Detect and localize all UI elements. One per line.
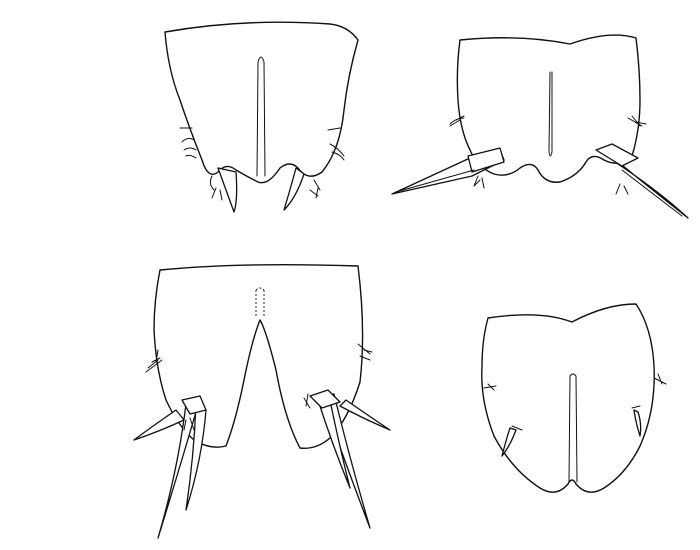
panel-a-right-tuft bbox=[309, 179, 321, 199]
panel-b-right-socket bbox=[595, 143, 639, 167]
panel-d-right-spine bbox=[633, 409, 642, 437]
panel-a-median-groove bbox=[256, 56, 266, 177]
panel-c-outline bbox=[153, 263, 364, 449]
panel-a-outline bbox=[164, 21, 359, 184]
panel-c-left-sensillum bbox=[145, 349, 163, 373]
panel-b-right-tuft bbox=[615, 183, 629, 195]
panel-c-right-spine-3 bbox=[339, 399, 391, 431]
panel-b-right-spine-line bbox=[621, 169, 683, 217]
panel-d-median-groove bbox=[568, 373, 578, 483]
panel-a-left-spine bbox=[217, 167, 238, 213]
panel-c-left-spine-3 bbox=[133, 409, 185, 441]
panel-a-left-tuft bbox=[209, 175, 223, 201]
panel-c-right-sensillum bbox=[357, 343, 373, 361]
panel-c-drawing bbox=[133, 263, 391, 539]
panel-b-median-groove bbox=[548, 71, 553, 157]
panel-d-left-seta bbox=[483, 383, 497, 391]
panel-b-drawing bbox=[391, 34, 689, 219]
panel-c-left-spine-1 bbox=[157, 403, 197, 539]
panel-d-right-seta bbox=[653, 373, 667, 385]
panel-c-right-spine-2 bbox=[317, 399, 351, 489]
panel-b-left-socket bbox=[467, 147, 505, 173]
panel-a-drawing bbox=[164, 21, 359, 213]
panel-c-median-dashed bbox=[255, 287, 265, 318]
panel-c-right-socket bbox=[309, 389, 341, 409]
panel-c-left-spine-2 bbox=[185, 403, 207, 511]
panel-d-drawing bbox=[481, 303, 667, 493]
panel-b-left-spine-line bbox=[395, 169, 475, 193]
panel-d-spine-bases bbox=[511, 405, 641, 431]
panel-b-right-spine bbox=[605, 151, 689, 219]
panel-c-left-tuft bbox=[183, 417, 195, 431]
panel-b-left-tuft bbox=[473, 175, 485, 189]
panel-a-left-sensilla bbox=[179, 127, 197, 159]
panel-b-left-sensillum bbox=[449, 115, 465, 127]
panel-d-left-spine bbox=[501, 427, 517, 457]
panel-c-left-socket bbox=[181, 395, 207, 415]
panel-c-right-tuft bbox=[303, 393, 311, 409]
panel-a-right-sensilla bbox=[327, 127, 345, 161]
panel-d-outline bbox=[481, 303, 655, 493]
panel-a-right-spine bbox=[283, 167, 305, 211]
panel-b-right-sensillum bbox=[627, 115, 647, 127]
